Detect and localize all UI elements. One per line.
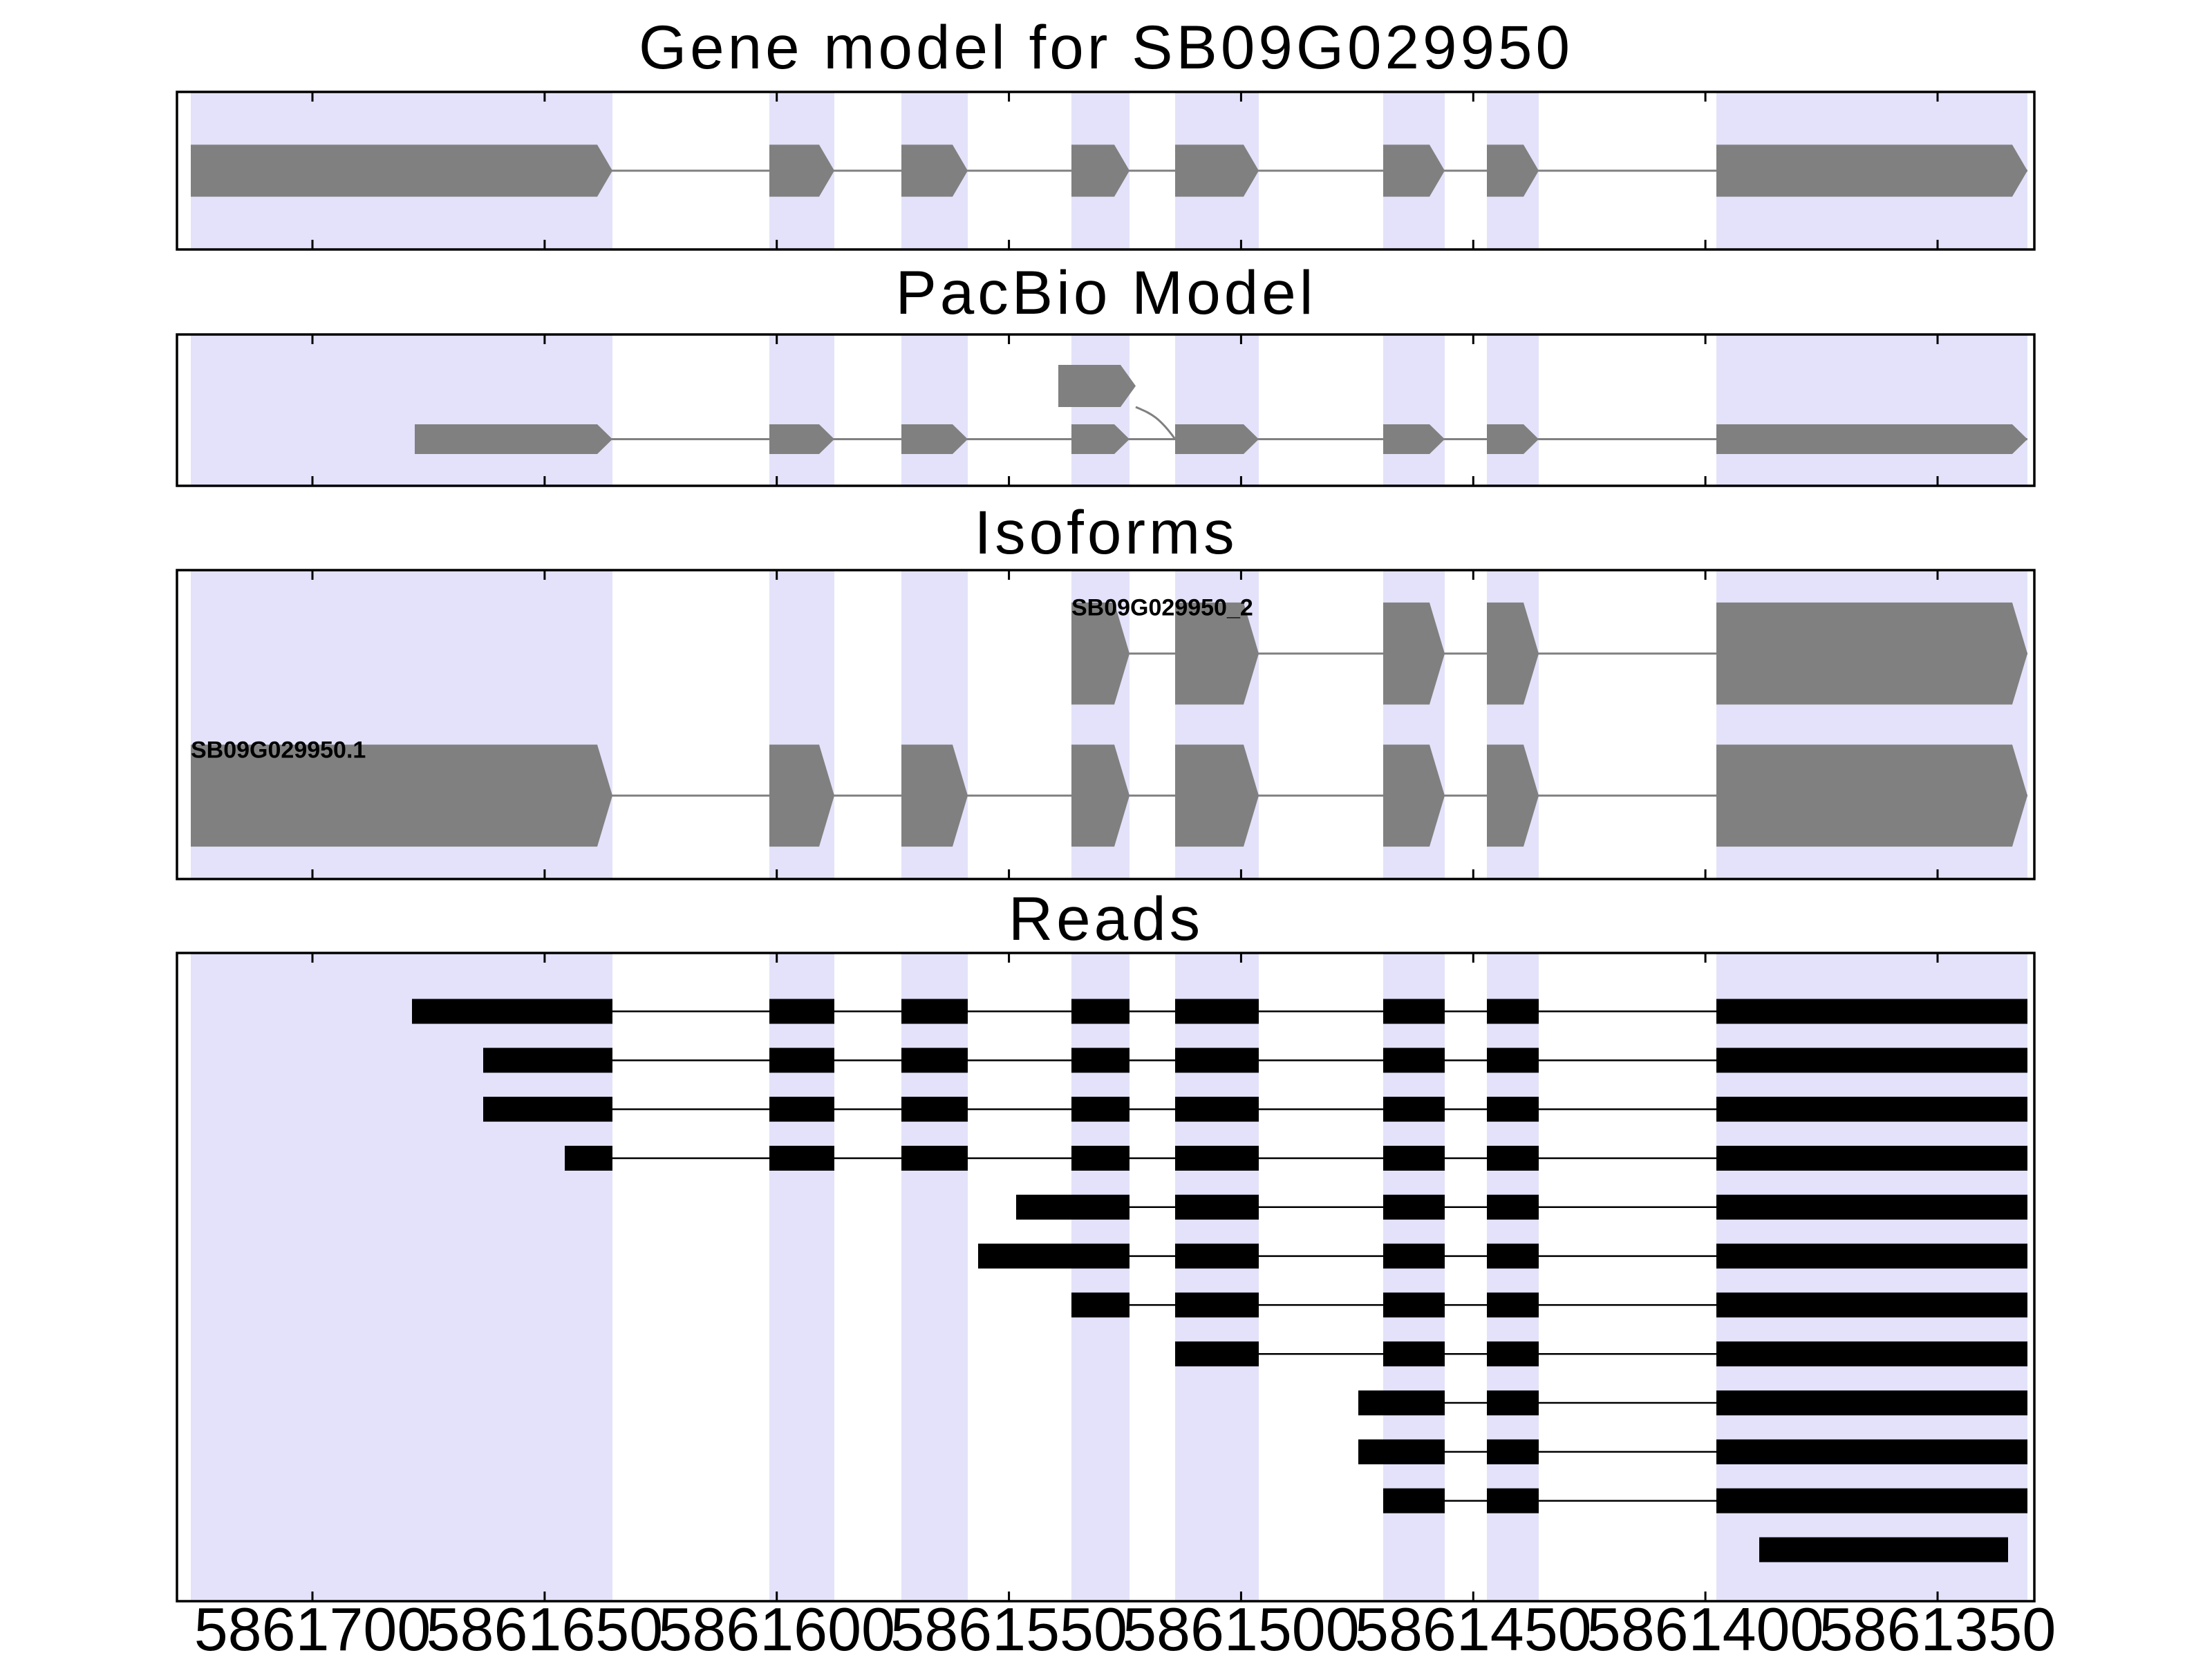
svg-text:5861700: 5861700 (194, 1595, 431, 1659)
svg-text:SB09G029950.1: SB09G029950.1 (191, 737, 366, 763)
svg-text:Isoforms: Isoforms (974, 498, 1237, 567)
svg-text:SB09G029950_2: SB09G029950_2 (1071, 595, 1253, 621)
svg-text:5861350: 5861350 (1819, 1595, 2056, 1659)
svg-text:5861400: 5861400 (1587, 1595, 1824, 1659)
svg-text:Reads: Reads (1009, 884, 1203, 953)
svg-text:5861450: 5861450 (1355, 1595, 1592, 1659)
svg-text:5861650: 5861650 (427, 1595, 664, 1659)
svg-text:Gene model for SB09G029950: Gene model for SB09G029950 (639, 12, 1573, 82)
svg-text:5861600: 5861600 (658, 1595, 895, 1659)
svg-text:5861500: 5861500 (1123, 1595, 1360, 1659)
svg-text:PacBio Model: PacBio Model (895, 258, 1316, 327)
svg-text:5861550: 5861550 (890, 1595, 1127, 1659)
